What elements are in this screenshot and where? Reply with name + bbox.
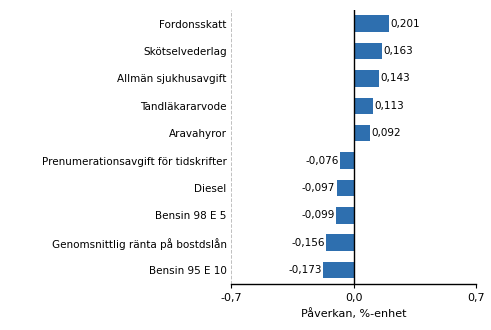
Bar: [354, 43, 382, 59]
Text: -0,076: -0,076: [305, 155, 339, 166]
Text: -0,097: -0,097: [302, 183, 335, 193]
Bar: [354, 16, 389, 32]
Bar: [326, 235, 354, 251]
Bar: [354, 98, 373, 114]
Text: 0,143: 0,143: [380, 73, 410, 83]
Bar: [340, 152, 354, 169]
Bar: [336, 207, 354, 223]
Text: -0,173: -0,173: [288, 265, 322, 275]
Bar: [354, 70, 379, 86]
Bar: [354, 125, 370, 141]
Text: -0,156: -0,156: [291, 238, 325, 248]
Text: 0,163: 0,163: [383, 46, 413, 56]
Bar: [323, 262, 354, 278]
X-axis label: Påverkan, %-enhet: Påverkan, %-enhet: [301, 308, 406, 319]
Text: -0,099: -0,099: [301, 210, 335, 220]
Bar: [336, 180, 354, 196]
Text: 0,113: 0,113: [375, 101, 405, 111]
Text: 0,201: 0,201: [390, 18, 420, 29]
Text: 0,092: 0,092: [371, 128, 401, 138]
